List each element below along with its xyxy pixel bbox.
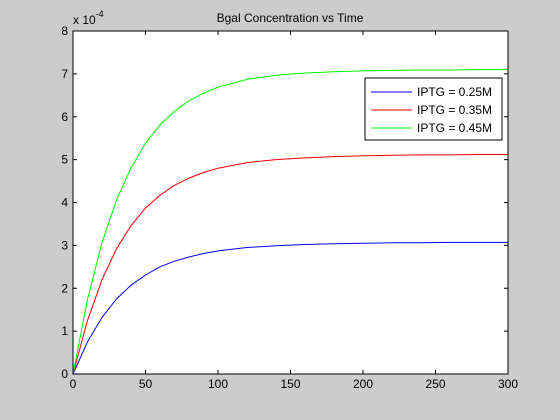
y-axis: 0 1 2 3 4 5 6 7 8 [61, 24, 508, 381]
x-tick-label: 200 [353, 377, 373, 391]
x-tick-label: 0 [70, 377, 77, 391]
y-tick-label: 1 [61, 324, 68, 338]
y-tick-label: 6 [61, 110, 68, 124]
x-tick-label: 250 [425, 377, 445, 391]
y-tick-label: 3 [61, 238, 68, 252]
series-layer [72, 69, 508, 375]
y-exponent-base: x 10 [73, 13, 96, 27]
legend-label-3: IPTG = 0.45M [417, 121, 492, 135]
y-exponent-power: -4 [96, 9, 104, 19]
y-tick-label: 5 [61, 153, 68, 167]
y-tick-label: 7 [61, 67, 68, 81]
x-axis: 0 50 100 150 200 250 300 [70, 31, 518, 391]
x-tick-label: 150 [280, 377, 300, 391]
x-tick-label: 100 [208, 377, 228, 391]
legend: IPTG = 0.25M IPTG = 0.35M IPTG = 0.45M [364, 77, 503, 141]
y-exponent: x 10-4 [73, 9, 104, 27]
x-tick-label: 50 [139, 377, 153, 391]
y-tick-label: 0 [61, 367, 68, 381]
series-line-2 [72, 154, 508, 375]
legend-label-1: IPTG = 0.25M [417, 85, 492, 99]
y-tick-label: 8 [61, 24, 68, 38]
y-tick-label: 4 [61, 196, 68, 210]
series-line-1 [72, 241, 508, 375]
series-line-3 [72, 69, 508, 375]
legend-label-2: IPTG = 0.35M [417, 103, 492, 117]
x-tick-label: 300 [498, 377, 518, 391]
legend-box [364, 77, 503, 141]
y-tick-label: 2 [61, 281, 68, 295]
chart-title: Bgal Concentration vs Time [217, 11, 364, 25]
